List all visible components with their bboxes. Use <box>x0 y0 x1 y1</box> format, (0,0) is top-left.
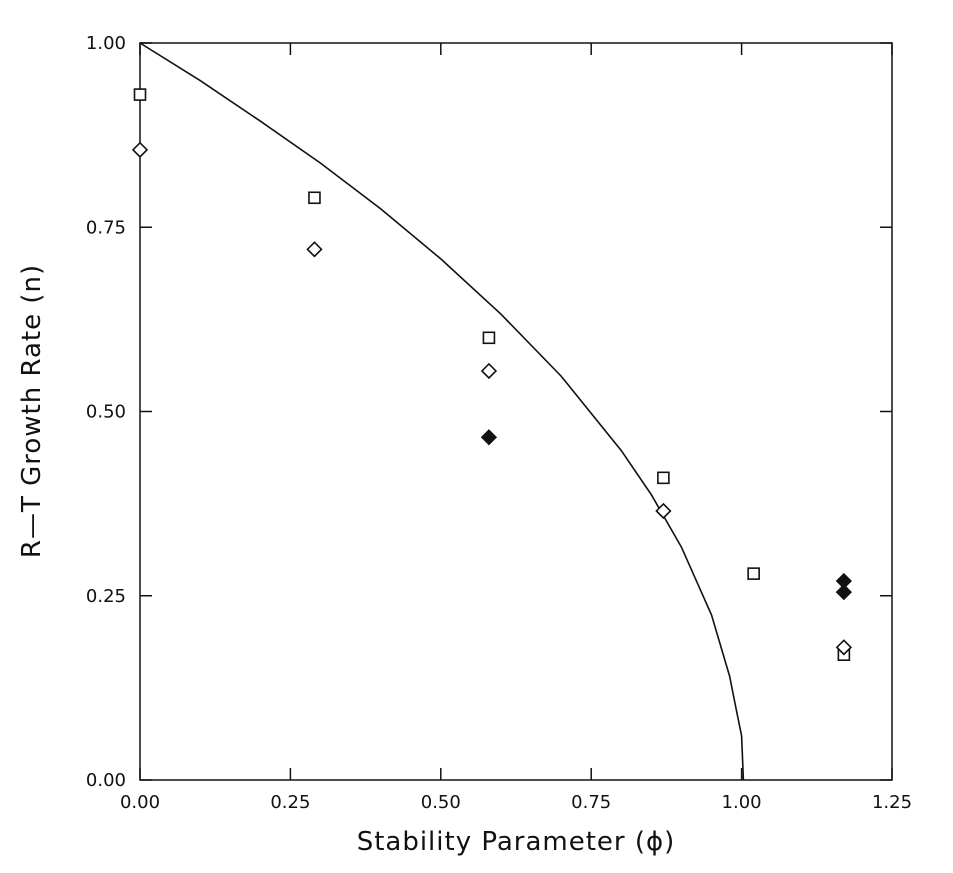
y-tick-label: 0.25 <box>86 586 126 607</box>
open-square-point <box>133 88 147 101</box>
x-tick-label: 0.75 <box>571 792 611 813</box>
y-tick-labels: 0.00 0.25 0.50 0.75 1.00 <box>86 33 126 791</box>
open-square-point <box>747 567 760 580</box>
y-tick-label: 0.50 <box>86 402 126 423</box>
data-markers <box>131 88 853 662</box>
open-diamond-point <box>835 639 853 656</box>
x-tick-label: 0.50 <box>421 792 461 813</box>
x-tick-label: 1.25 <box>872 792 912 813</box>
x-axis-title: Stability Parameter (ϕ) <box>357 827 676 857</box>
open-diamond-point <box>306 241 323 258</box>
plot-frame <box>139 42 893 781</box>
filled-diamond-point <box>835 583 853 601</box>
open-square-point <box>657 471 670 485</box>
x-tick-label: 0.00 <box>120 792 160 813</box>
open-square-point <box>482 331 496 345</box>
x-tick-labels: 0.00 0.25 0.50 0.75 1.00 1.25 <box>120 792 912 813</box>
x-tick-label: 0.25 <box>270 792 310 813</box>
open-diamond-point <box>131 141 149 158</box>
y-tick-label: 0.00 <box>86 770 126 791</box>
y-tick-label: 1.00 <box>86 33 126 54</box>
filled-diamond-point <box>480 429 498 446</box>
y-axis-title: R—T Growth Rate (n) <box>17 264 47 558</box>
open-diamond-point <box>480 362 498 380</box>
axis-ticks <box>139 42 893 781</box>
theory-curve <box>139 42 745 781</box>
open-square-point <box>308 191 321 205</box>
y-tick-label: 0.75 <box>86 217 126 238</box>
open-diamond-point <box>655 502 672 520</box>
x-tick-label: 1.00 <box>722 792 762 813</box>
